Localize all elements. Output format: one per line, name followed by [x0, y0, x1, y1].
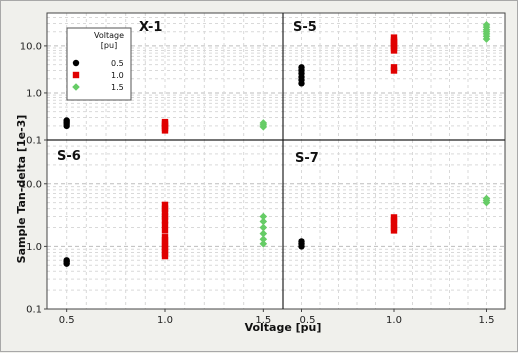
legend-entry-label: 1.5	[111, 83, 124, 92]
data-point	[259, 217, 268, 226]
panel-label: X-1	[139, 20, 162, 35]
data-point	[390, 224, 398, 231]
data-point	[161, 252, 169, 260]
y-tick-label: 10.0	[20, 41, 42, 52]
y-tick-label: 0.1	[26, 305, 42, 316]
y-tick-label: 1.0	[26, 242, 42, 253]
x-tick-label: 1.0	[386, 315, 402, 326]
legend-title-unit: [pu]	[101, 41, 117, 50]
x-tick-label: 1.5	[479, 315, 495, 326]
data-point	[63, 257, 70, 264]
data-point	[63, 117, 70, 124]
data-point	[161, 227, 169, 234]
panels-layer: X-1 S-5 S-6 S-7 0.1 1.0 10.0 0.1 1.0 10.0 0.5 1.0 1.…	[20, 12, 506, 326]
data-point	[482, 194, 491, 203]
y-axis-title: Sample Tan-delta [1e-3]	[15, 115, 28, 264]
data-point	[161, 213, 169, 220]
data-point	[259, 229, 268, 238]
data-point	[161, 118, 169, 126]
data-point	[161, 205, 169, 212]
data-point	[390, 64, 398, 71]
data-point	[161, 240, 169, 247]
data-point	[259, 212, 268, 221]
data-point	[259, 119, 268, 127]
data-point	[161, 249, 169, 256]
x-tick-label: 1.5	[255, 315, 271, 326]
legend-marker	[72, 59, 80, 67]
x-tick-label: 1.0	[157, 315, 173, 326]
data-point	[390, 34, 398, 41]
panel-label: S-6	[57, 149, 81, 164]
legend-entry-label: 0.5	[111, 59, 124, 68]
data-point	[161, 221, 169, 229]
y-tick-label: 10.0	[20, 179, 42, 190]
y-tick-label: 1.0	[26, 88, 42, 99]
data-point	[259, 239, 268, 248]
panel-label: S-7	[295, 151, 319, 166]
legend-marker	[72, 71, 80, 79]
data-point	[259, 223, 268, 232]
legend-entry-label: 1.0	[111, 71, 124, 80]
y-tick-label: 0.1	[26, 136, 42, 147]
x-tick-label: 0.5	[59, 315, 75, 326]
legend-marker	[72, 83, 80, 91]
data-point	[161, 217, 169, 224]
legend-title: Voltage	[94, 31, 124, 40]
legend: Voltage[pu] 0.5 1.0 1.5	[66, 27, 132, 101]
panel-background	[283, 13, 505, 140]
data-point	[298, 238, 305, 245]
data-point	[298, 64, 305, 71]
data-point	[161, 201, 169, 209]
data-point	[161, 209, 169, 216]
data-point	[259, 235, 268, 244]
x-tick-label: 0.5	[300, 315, 316, 326]
data-point	[390, 220, 398, 227]
data-point	[390, 214, 398, 221]
plot-frame	[46, 12, 506, 310]
panel-label: S-5	[293, 20, 317, 35]
data-point	[482, 21, 491, 29]
data-point	[161, 234, 169, 241]
x-axis-title: Voltage [pu]	[245, 321, 322, 334]
